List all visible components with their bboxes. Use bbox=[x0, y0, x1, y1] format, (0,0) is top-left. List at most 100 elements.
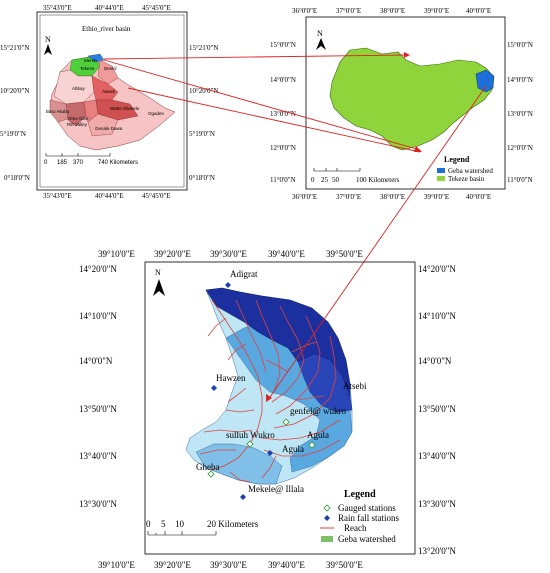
station-label-hawzen: Hawzen bbox=[216, 373, 246, 383]
omo-gibe-basin bbox=[65, 101, 87, 127]
main-right-lat-4: 13°40'0"N bbox=[418, 451, 456, 461]
main-top-lon-1: 39°20'0"E bbox=[154, 249, 191, 259]
north-arrow-icon: N bbox=[316, 29, 326, 50]
tek-right-lat-4: 11°0'0"N bbox=[507, 176, 533, 184]
legend-geba-label: Geba watershed bbox=[448, 167, 493, 175]
tek-left-lat-4: 11°0'0"N bbox=[270, 176, 296, 184]
basin-label-abbay: Abbay bbox=[72, 86, 86, 91]
tekeze-north-label: N bbox=[317, 29, 323, 38]
connector-line-mid bbox=[127, 87, 421, 153]
main-legend: Legend Gauged stations Rain fall station… bbox=[320, 489, 399, 544]
eth-top-lon-0: 35°43'0"E bbox=[43, 4, 72, 12]
legend-rainfall-symbol bbox=[324, 515, 330, 521]
main-bot-lon-0: 39°10'0"E bbox=[98, 560, 135, 570]
tek-top-lon-0: 36°0'0"E bbox=[292, 7, 317, 15]
station-sulluh-marker bbox=[246, 440, 254, 448]
geba-watershed-polygon bbox=[475, 69, 495, 93]
connector-line-to-main bbox=[267, 85, 487, 401]
denkil-basin bbox=[97, 59, 119, 85]
station-label-mekele: Mekele@ Illala bbox=[248, 484, 304, 494]
legend-reach-label: Reach bbox=[344, 523, 367, 533]
tek-bot-lon-2: 38°0'0"E bbox=[380, 193, 405, 201]
ethiopia-title: Ethio_river basin bbox=[82, 25, 131, 33]
station-agula-rain-marker bbox=[267, 450, 273, 456]
legend-tekeze-label: Tekeze basin bbox=[448, 175, 485, 183]
tekeze-scale-0: 0 bbox=[311, 176, 315, 184]
station-gheba-marker bbox=[207, 470, 215, 478]
legend-geba-swatch bbox=[437, 168, 445, 173]
station-agula-gauge-marker bbox=[308, 441, 316, 449]
eth-left-lat-3: 0°18'0"N bbox=[4, 174, 30, 182]
main-legend-title: Legend bbox=[344, 489, 376, 500]
connector-arrow-bottom bbox=[414, 146, 422, 152]
basin-label-wabe-shebele: Wabe Shebele bbox=[110, 106, 140, 111]
station-label-atsebi: Atsebi bbox=[343, 381, 367, 391]
eth-bot-lon-0: 35°43'0"E bbox=[43, 192, 72, 200]
tek-bot-lon-3: 39°0'0"E bbox=[424, 193, 449, 201]
eth-right-lat-1: 10°20'0"N bbox=[189, 87, 218, 95]
station-label-adigrat: Adigrat bbox=[230, 269, 258, 279]
eth-right-lat-2: 5°19'0"N bbox=[189, 130, 215, 138]
eth-left-lat-1: 10°20'0"N bbox=[0, 87, 29, 95]
tek-right-lat-1: 14°0'0"N bbox=[507, 76, 533, 84]
main-left-lat-4: 13°40'0"N bbox=[79, 451, 117, 461]
tek-left-lat-2: 13°0'0"N bbox=[270, 110, 296, 118]
station-mekele-marker bbox=[240, 494, 246, 500]
eth-top-lon-2: 45°45'0"E bbox=[142, 4, 171, 12]
ethiopia-basins: Mereb Tekeze Denkil Abbay Awash Baro Ako… bbox=[46, 53, 176, 151]
station-genfel-marker bbox=[282, 418, 290, 426]
basin-label-rift-valley: Rift Valley bbox=[67, 122, 88, 127]
legend-tekeze-swatch bbox=[437, 176, 445, 181]
main-bot-lon-2: 39°30'0"E bbox=[210, 560, 247, 570]
legend-geba-main-label: Geba watershed bbox=[338, 534, 396, 544]
baro-akobo-basin bbox=[49, 99, 71, 123]
tek-bot-lon-4: 40°0'0"E bbox=[466, 193, 491, 201]
station-atsebi-marker bbox=[345, 392, 351, 398]
tekeze-legend: Legend Geba watershed Tekeze basin bbox=[437, 155, 493, 183]
eth-bot-lon-1: 40°44'0"E bbox=[95, 192, 124, 200]
basin-label-mereb: Mereb bbox=[84, 58, 97, 63]
ethiopia-scale-370: 370 bbox=[73, 160, 84, 166]
main-right-lat-6: 13°20'0"N bbox=[418, 546, 456, 556]
connector-arrow-top bbox=[404, 52, 410, 58]
basin-label-ogaden: Ogaden bbox=[148, 111, 165, 116]
station-label-gheba: Gheba bbox=[196, 462, 220, 472]
main-scale-10: 10 bbox=[175, 519, 185, 529]
geba-zone-mid-south bbox=[195, 443, 283, 485]
eth-left-lat-2: 5°19'0"N bbox=[0, 130, 26, 138]
connector-line-bottom bbox=[103, 59, 421, 151]
ethiopia-scale-740: 740 Kilometers bbox=[98, 160, 138, 166]
tekeze-legend-title: Legend bbox=[444, 155, 470, 164]
genale-dawa-basin bbox=[87, 113, 119, 137]
main-top-lon-3: 39°40'0"E bbox=[268, 249, 305, 259]
main-left-lat-1: 14°10'0"N bbox=[79, 311, 117, 321]
tek-top-lon-4: 40°0'0"E bbox=[466, 7, 491, 15]
main-left-lat-0: 14°20'0"N bbox=[79, 264, 117, 274]
connector-arrow-main bbox=[266, 394, 272, 402]
tekeze-scale-bar: 0 25 50 100 Kilometers bbox=[311, 168, 400, 184]
main-left-lat-3: 13°50'0"N bbox=[79, 404, 117, 414]
legend-rainfall-label: Rain fall stations bbox=[338, 513, 399, 523]
tekeze-scale-25: 25 bbox=[321, 176, 329, 184]
tek-left-lat-0: 15°0'0"N bbox=[270, 41, 296, 49]
station-hawzen-marker bbox=[211, 385, 217, 391]
tek-bot-lon-1: 37°0'0"E bbox=[336, 193, 361, 201]
river-reaches bbox=[199, 299, 341, 483]
eth-bot-lon-2: 45°45'0"E bbox=[142, 192, 171, 200]
basin-label-genale-dawa: Genale Dawa bbox=[95, 126, 123, 131]
station-label-genfel: genfel@ wukro bbox=[290, 406, 347, 416]
connector-lines bbox=[103, 52, 487, 402]
station-label-agula-rain: Agula bbox=[282, 444, 304, 454]
tek-right-lat-2: 13°0'0"N bbox=[507, 110, 533, 118]
north-label: N bbox=[45, 35, 51, 44]
eth-top-lon-1: 40°44'0"E bbox=[95, 4, 124, 12]
tek-right-lat-3: 12°0'0"N bbox=[507, 144, 533, 152]
main-top-lon-4: 39°50'0"E bbox=[326, 249, 363, 259]
main-left-lat-5: 13°30'0"N bbox=[79, 499, 117, 509]
rainfall-stations bbox=[211, 282, 351, 500]
tek-bot-lon-0: 36°0'0"E bbox=[292, 193, 317, 201]
station-label-sulluh: sulluh Wukro bbox=[226, 430, 275, 440]
basin-label-awash: Awash bbox=[102, 89, 116, 94]
legend-geba-symbol bbox=[321, 536, 333, 542]
main-top-lon-0: 39°10'0"E bbox=[98, 249, 135, 259]
